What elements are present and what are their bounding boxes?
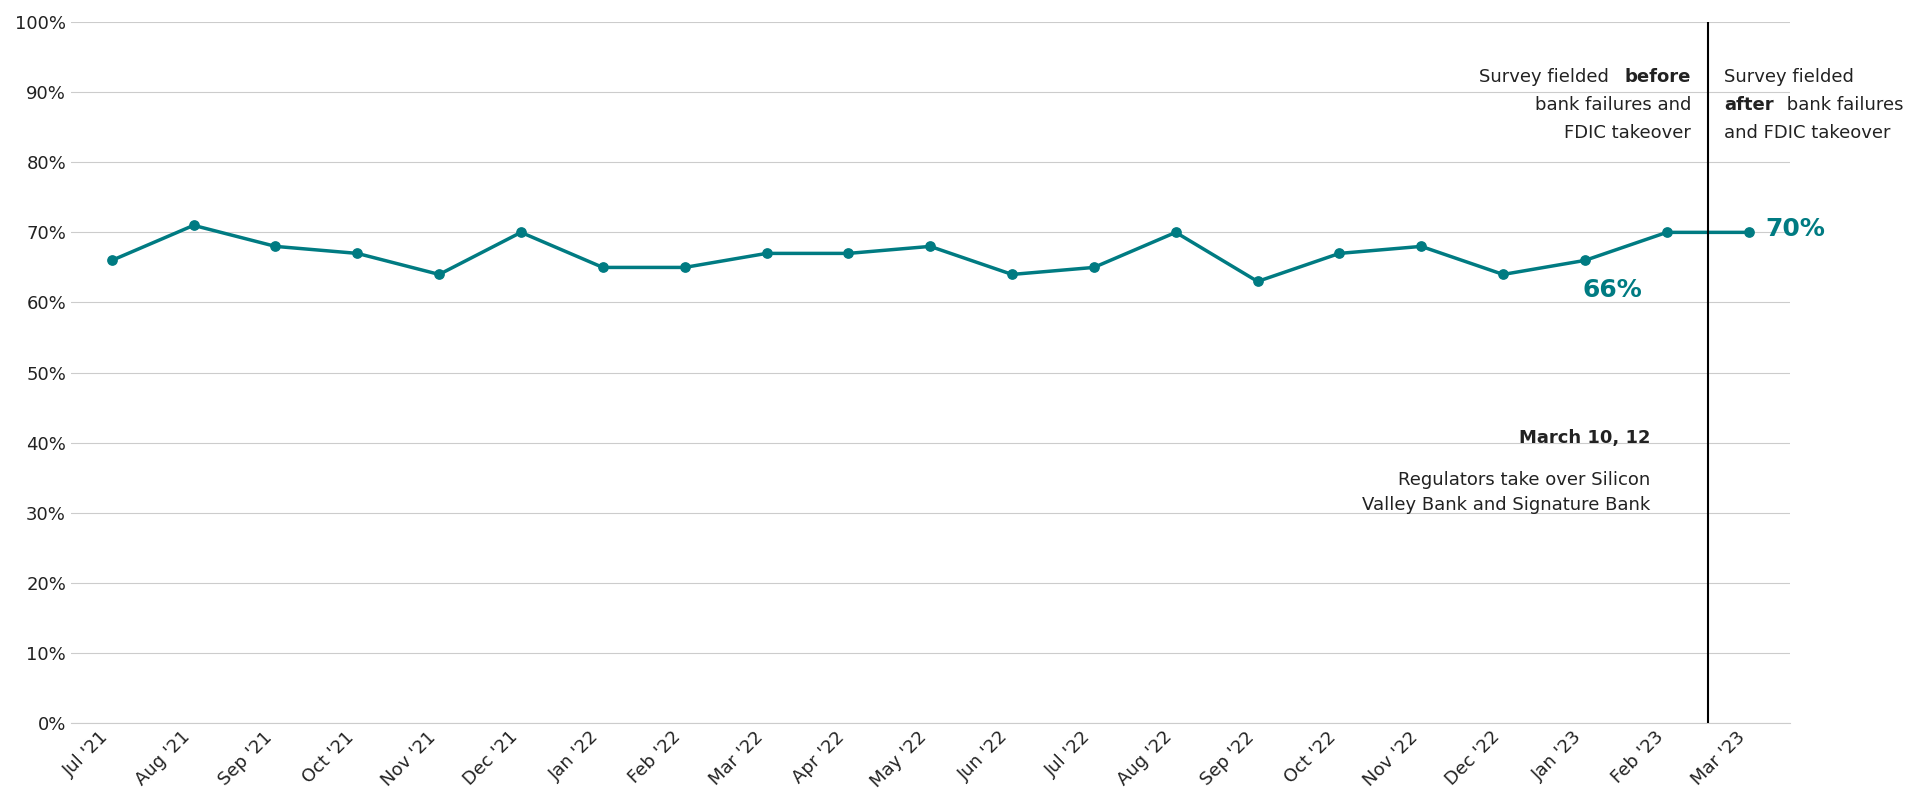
Text: 70%: 70% [1764, 217, 1824, 241]
Point [1405, 240, 1436, 253]
Point [833, 247, 864, 260]
Text: bank failures: bank failures [1782, 96, 1905, 114]
Point [342, 247, 372, 260]
Point [96, 254, 127, 267]
Point [751, 247, 781, 260]
Point [1734, 226, 1764, 239]
Text: Survey fielded: Survey fielded [1724, 68, 1855, 85]
Point [1569, 254, 1599, 267]
Text: FDIC takeover: FDIC takeover [1565, 123, 1692, 142]
Text: Regulators take over Silicon
Valley Bank and Signature Bank: Regulators take over Silicon Valley Bank… [1361, 471, 1651, 513]
Point [179, 219, 209, 232]
Point [588, 261, 618, 274]
Point [259, 240, 290, 253]
Text: bank failures and: bank failures and [1534, 96, 1692, 114]
Point [914, 240, 945, 253]
Point [670, 261, 701, 274]
Point [1160, 226, 1190, 239]
Point [505, 226, 536, 239]
Text: Survey fielded: Survey fielded [1478, 68, 1615, 85]
Text: before: before [1624, 68, 1692, 85]
Text: 66%: 66% [1582, 278, 1642, 302]
Point [996, 268, 1027, 280]
Point [1242, 275, 1273, 288]
Point [1325, 247, 1356, 260]
Point [1651, 226, 1682, 239]
Text: March 10, 12: March 10, 12 [1519, 429, 1651, 447]
Text: after: after [1724, 96, 1774, 114]
Text: and FDIC takeover: and FDIC takeover [1724, 123, 1891, 142]
Point [1079, 261, 1110, 274]
Point [424, 268, 455, 280]
Point [1488, 268, 1519, 280]
